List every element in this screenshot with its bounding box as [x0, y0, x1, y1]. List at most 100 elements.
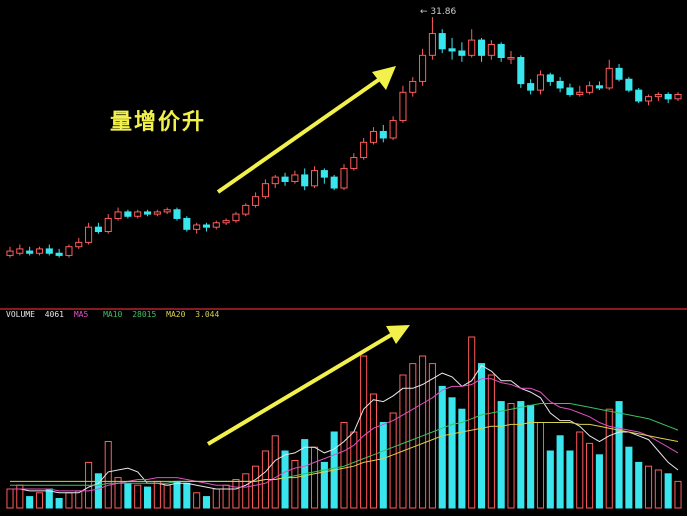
- volume-bar-up: [409, 363, 417, 509]
- volume-bar-up: [75, 490, 83, 509]
- volume-bar-up: [674, 480, 682, 509]
- volume-bar-up: [134, 484, 142, 509]
- volume-bar-up: [114, 477, 122, 509]
- candle-up: [16, 248, 24, 254]
- volume-bar-down: [477, 363, 486, 509]
- price-trend-arrow-shaft: [216, 74, 386, 194]
- volume-trend-arrow-shaft: [206, 330, 398, 446]
- candle-up: [586, 85, 594, 93]
- candle-up: [428, 33, 436, 56]
- volume-bar-down: [173, 480, 181, 509]
- candle-up: [271, 176, 279, 185]
- candle-down: [143, 211, 152, 215]
- volume-bar-up: [252, 465, 260, 509]
- candle-down: [625, 78, 633, 91]
- volume-bar-up: [428, 363, 436, 509]
- candle-up: [605, 67, 613, 89]
- candle-up: [389, 120, 397, 139]
- candle-down: [448, 48, 456, 52]
- candle-up: [360, 141, 368, 159]
- volume-bar-up: [644, 465, 653, 509]
- volume-bar-up: [605, 408, 613, 509]
- legend-ma2-value: 28015: [132, 310, 157, 319]
- candle-up: [399, 91, 407, 122]
- volume-bar-down: [320, 461, 328, 509]
- volume-bar-up: [419, 355, 427, 509]
- candle-up: [153, 211, 161, 215]
- volume-bar-up: [163, 484, 171, 509]
- volume-bar-up: [193, 492, 201, 509]
- candle-down: [664, 93, 672, 100]
- candle-down: [320, 170, 328, 178]
- candle-up: [261, 183, 269, 198]
- volume-bar-up: [310, 446, 319, 509]
- volume-bar-down: [595, 454, 603, 509]
- candle-up: [222, 220, 230, 224]
- candle-down: [281, 176, 289, 182]
- candle-down: [202, 224, 211, 228]
- volume-bar-up: [242, 473, 250, 509]
- volume-bar-up: [232, 479, 240, 509]
- candle-up: [212, 222, 220, 228]
- volume-bar-down: [438, 385, 446, 509]
- candle-up: [340, 167, 348, 189]
- volume-bar-down: [497, 401, 505, 509]
- volume-bar-down: [527, 404, 535, 509]
- volume-bar-up: [487, 374, 495, 509]
- volume-bar-down: [281, 450, 289, 509]
- candle-up: [350, 157, 358, 169]
- legend-volume-label: VOLUME: [6, 310, 35, 319]
- candle-down: [301, 174, 309, 187]
- ma-line-ma60: [10, 422, 679, 482]
- candle-up: [134, 211, 142, 217]
- candle-down: [55, 252, 63, 256]
- candle-down: [527, 83, 535, 91]
- volume-bar-up: [399, 374, 407, 509]
- volume-bar-up: [654, 469, 662, 509]
- candle-down: [438, 33, 446, 50]
- candle-down: [330, 176, 338, 189]
- volume-bar-down: [448, 397, 456, 509]
- candle-up: [487, 43, 495, 56]
- candle-down: [183, 217, 191, 230]
- legend-volume-value: 4061: [44, 310, 64, 319]
- candle-up: [85, 226, 93, 243]
- candle-up: [419, 54, 427, 82]
- candle-down: [45, 248, 53, 254]
- candle-down: [173, 209, 181, 219]
- candle-up: [291, 174, 299, 182]
- volume-bar-up: [507, 403, 515, 509]
- volume-bar-up: [468, 336, 476, 509]
- candle-up: [75, 241, 83, 248]
- volume-bar-down: [45, 488, 53, 509]
- volume-bar-up: [212, 488, 220, 509]
- ma-line-ma10: [10, 378, 679, 492]
- candle-up: [6, 250, 14, 256]
- candle-up: [104, 217, 112, 232]
- candle-down: [595, 85, 603, 89]
- candle-down: [615, 67, 623, 80]
- candle-up: [507, 57, 515, 60]
- volume-bar-down: [26, 496, 34, 509]
- volume-legend: VOLUME 4061 MA5 MA10 28015 MA20 3.044: [6, 310, 224, 319]
- candle-up: [468, 39, 476, 56]
- volume-bar-up: [65, 492, 73, 509]
- volume-bar-up: [6, 488, 14, 509]
- candle-down: [566, 87, 574, 95]
- volume-bar-up: [586, 442, 594, 509]
- candle-up: [35, 248, 44, 254]
- volume-bar-up: [35, 492, 44, 509]
- candle-down: [26, 250, 34, 254]
- candle-down: [517, 57, 525, 85]
- candle-down: [635, 89, 643, 102]
- volume-bar-down: [55, 498, 63, 509]
- candle-down: [477, 39, 486, 56]
- ma-line-ma20: [10, 403, 679, 486]
- volume-bar-down: [458, 408, 466, 509]
- volume-bar-up: [271, 435, 279, 509]
- volume-bar-down: [615, 401, 623, 509]
- candle-up: [193, 224, 201, 230]
- volume-bar-down: [546, 450, 554, 509]
- legend-ma1-label: MA5: [73, 310, 89, 319]
